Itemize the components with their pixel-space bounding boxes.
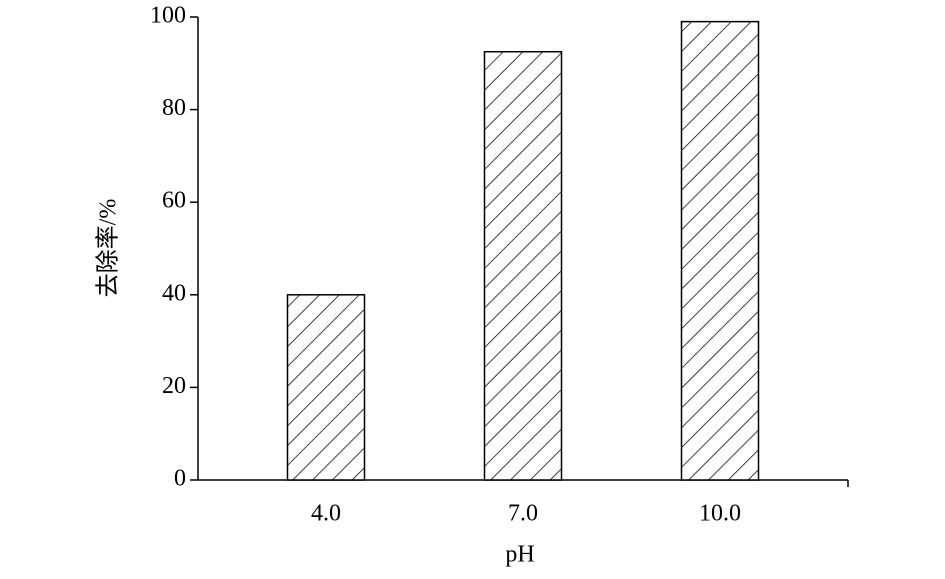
y-axis-label: 去除率/%	[95, 199, 122, 298]
bar	[286, 294, 366, 481]
x-tick-label: 4.0	[311, 501, 341, 527]
x-axis-label: pH	[505, 542, 534, 568]
y-tick-label: 80	[162, 95, 186, 121]
bar	[680, 20, 760, 481]
x-tick-label: 10.0	[699, 501, 741, 527]
y-tick-label: 20	[162, 373, 186, 399]
bar	[483, 50, 563, 481]
y-tick-label: 60	[162, 188, 186, 214]
y-tick-label: 40	[162, 280, 186, 306]
x-tick-label: 7.0	[508, 501, 538, 527]
y-tick-label: 0	[174, 466, 186, 492]
y-tick-label: 100	[150, 3, 186, 29]
